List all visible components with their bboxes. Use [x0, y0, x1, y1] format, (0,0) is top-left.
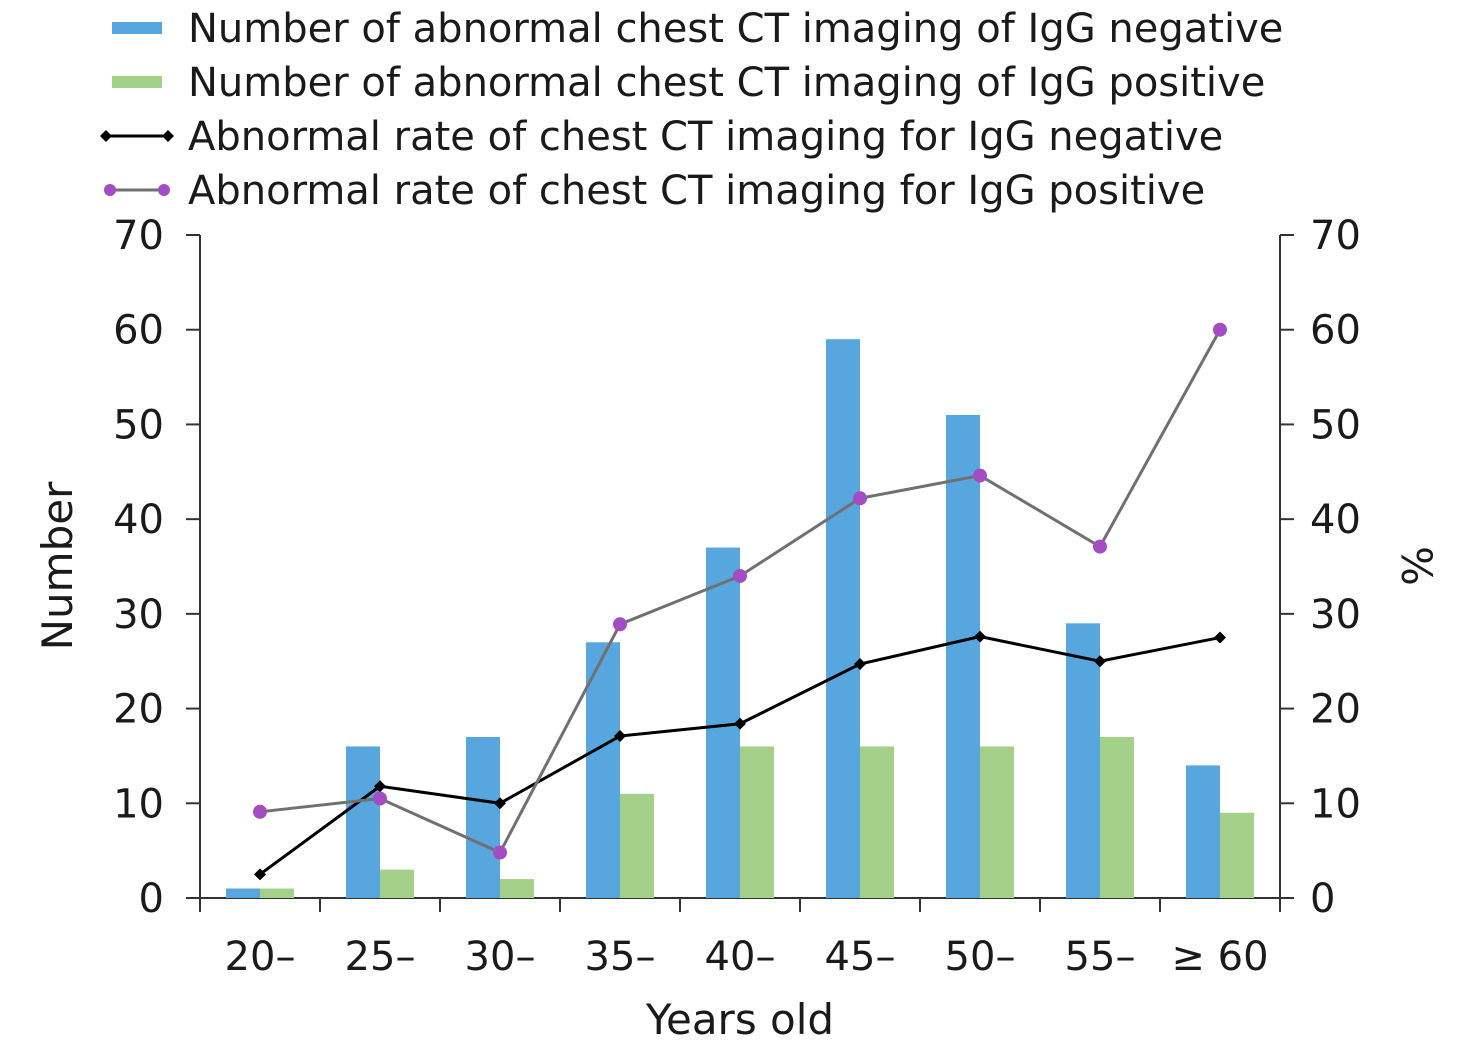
x-tick-label: 30– — [465, 934, 536, 980]
line-point — [734, 717, 746, 730]
y2-tick-label: 40 — [1310, 497, 1361, 543]
bars — [226, 339, 1254, 899]
y2-tick-label: 20 — [1310, 687, 1361, 733]
legend-marker — [158, 184, 170, 196]
x-tick-label: 40– — [705, 934, 776, 980]
bar — [980, 746, 1014, 898]
y-tick-label: 70 — [113, 213, 164, 259]
line-point — [254, 868, 266, 881]
line-point — [973, 468, 987, 483]
bar — [1100, 736, 1134, 898]
line-point — [493, 845, 507, 860]
y-tick-label: 40 — [113, 497, 164, 543]
line-point — [1213, 322, 1227, 337]
bar — [226, 888, 260, 898]
bar — [1220, 812, 1254, 898]
line-point — [1214, 631, 1226, 644]
line-point — [614, 730, 626, 743]
line-point — [733, 568, 747, 583]
bar — [1066, 623, 1100, 898]
bar — [706, 547, 740, 898]
bar — [826, 339, 860, 899]
y-tick-label: 10 — [113, 781, 164, 827]
x-tick-label: ≥ 60 — [1171, 934, 1268, 980]
legend-label: Abnormal rate of chest CT imaging for Ig… — [188, 114, 1223, 160]
legend-label: Number of abnormal chest CT imaging of I… — [188, 6, 1283, 52]
line-point — [974, 630, 986, 643]
bar — [586, 642, 620, 898]
line-point — [494, 797, 506, 810]
x-tick-label: 20– — [225, 934, 296, 980]
line-point — [613, 617, 627, 632]
line-point — [253, 804, 267, 819]
x-tick-label: 50– — [945, 934, 1016, 980]
bar — [260, 888, 294, 898]
line-point — [373, 791, 387, 806]
bar — [740, 746, 774, 898]
legend-label: Number of abnormal chest CT imaging of I… — [188, 60, 1265, 106]
legend-swatch — [112, 22, 162, 34]
y2-tick-label: 10 — [1310, 781, 1361, 827]
bar — [620, 793, 654, 898]
bar — [346, 746, 380, 898]
bar — [946, 414, 980, 898]
bar — [860, 746, 894, 898]
bar — [500, 879, 534, 898]
y2-tick-label: 0 — [1310, 876, 1335, 922]
x-tick-label: 35– — [585, 934, 656, 980]
y2-tick-label: 60 — [1310, 308, 1361, 354]
legend-marker — [104, 184, 116, 196]
y2-tick-label: 30 — [1310, 592, 1361, 638]
bar — [1186, 765, 1220, 898]
y-tick-label: 20 — [113, 687, 164, 733]
y-axis-title: Number — [33, 481, 82, 650]
y2-tick-label: 70 — [1310, 213, 1361, 259]
y-tick-label: 60 — [113, 308, 164, 354]
line-point — [1094, 655, 1106, 668]
x-tick-label: 45– — [825, 934, 896, 980]
line-point — [853, 491, 867, 506]
y2-tick-label: 50 — [1310, 402, 1361, 448]
y-tick-label: 30 — [113, 592, 164, 638]
x-tick-label: 55– — [1065, 934, 1136, 980]
line-point — [854, 658, 866, 671]
y2-axis-title: % — [1392, 546, 1441, 586]
x-axis-title: Years old — [645, 995, 834, 1044]
y-tick-label: 50 — [113, 402, 164, 448]
rate-lines — [253, 322, 1227, 881]
legend-swatch — [112, 76, 162, 88]
x-tick-label: 25– — [345, 934, 416, 980]
legend-marker — [100, 130, 112, 142]
bar — [380, 869, 414, 898]
line-point — [374, 780, 386, 793]
legend-label: Abnormal rate of chest CT imaging for Ig… — [188, 168, 1205, 214]
axes: 0 0 10 10 20 20 30 30 40 40 50 50 60 60 70 70 20– 25– 30– 3… — [113, 213, 1361, 980]
line-point — [1093, 539, 1107, 554]
y-tick-label: 0 — [139, 876, 164, 922]
bar — [466, 736, 500, 898]
legend: Number of abnormal chest CT imaging of I… — [100, 6, 1283, 214]
legend-marker — [162, 130, 174, 142]
